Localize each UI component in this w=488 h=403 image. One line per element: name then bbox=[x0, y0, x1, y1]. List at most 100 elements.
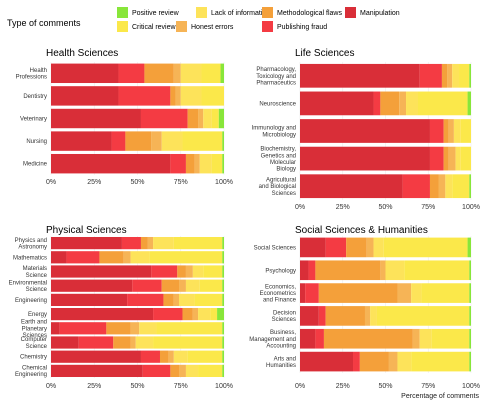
bar-segment-manip bbox=[300, 174, 403, 199]
bar-segment-honest bbox=[173, 63, 181, 84]
bar-row bbox=[300, 237, 471, 258]
bar-row bbox=[51, 265, 224, 278]
category-label: Immunology and Microbiology bbox=[252, 126, 296, 139]
bar-segment-critical bbox=[201, 63, 221, 84]
bar-segment-honest bbox=[179, 364, 186, 378]
bar-row bbox=[51, 279, 224, 292]
category-label: Dentistry bbox=[23, 94, 47, 100]
bar-segment-lack bbox=[385, 260, 405, 281]
bar-segment-method bbox=[106, 322, 131, 335]
x-tick-label: 50% bbox=[378, 204, 392, 211]
bar-segment-method bbox=[359, 351, 389, 372]
bar-segment-honest bbox=[192, 307, 199, 321]
bar-segment-manip bbox=[51, 336, 79, 349]
panel-social-sciences-humanities: Social Sciences & Humanities Percentage … bbox=[249, 225, 480, 400]
category-label: Psychology bbox=[265, 268, 296, 274]
bar-segment-positive bbox=[469, 306, 471, 326]
legend-item-critical: Critical review bbox=[117, 21, 177, 32]
bar-segment-honest bbox=[151, 131, 162, 151]
category-label: Neuroscience bbox=[259, 101, 296, 107]
x-tick-label: 25% bbox=[87, 383, 101, 390]
category-label: Business, Management and Accounting bbox=[249, 330, 296, 349]
legend-item-lack: Lack of information bbox=[196, 7, 270, 18]
bar-segment-manip bbox=[51, 364, 143, 378]
legend-label: Lack of information bbox=[211, 10, 270, 17]
bar-segment-fraud bbox=[373, 91, 381, 116]
bar-segment-method bbox=[170, 364, 180, 378]
bar-segment-positive bbox=[222, 336, 224, 349]
bar-segment-method bbox=[443, 119, 449, 143]
bar-segment-positive bbox=[222, 364, 224, 378]
legend-label: Positive review bbox=[132, 10, 180, 17]
category-label: Computer Science bbox=[21, 337, 48, 350]
category-label: Pharmacology, Toxicology and Pharmaceutics bbox=[256, 67, 296, 86]
bar-segment-honest bbox=[388, 351, 398, 372]
bar-segment-manip bbox=[51, 279, 133, 292]
bar-segment-honest bbox=[412, 328, 420, 349]
bar-segment-method bbox=[443, 146, 449, 171]
bar-segment-lack bbox=[180, 86, 202, 106]
bar-segment-critical bbox=[153, 336, 223, 349]
bar-segment-method bbox=[429, 174, 439, 199]
legend-label: Honest errors bbox=[191, 24, 234, 31]
bar-segment-honest bbox=[448, 146, 456, 171]
bar-row bbox=[51, 63, 224, 84]
legend-title: Type of comments bbox=[7, 18, 81, 28]
bar-segment-manip bbox=[51, 251, 67, 264]
legend-item-positive: Positive review bbox=[117, 7, 180, 18]
bar-segment-positive bbox=[469, 260, 471, 281]
legend-label: Methodological flaws bbox=[277, 10, 342, 17]
bar-segment-positive bbox=[220, 63, 224, 84]
bar-segment-honest bbox=[123, 251, 131, 264]
category-label: Environmental Science bbox=[9, 280, 48, 293]
bar-segment-critical bbox=[411, 351, 470, 372]
bar-segment-fraud bbox=[142, 364, 171, 378]
bar-segment-positive bbox=[222, 322, 224, 335]
bar-segment-manip bbox=[300, 306, 319, 326]
bar-segment-method bbox=[380, 91, 400, 116]
bar-segment-positive bbox=[467, 91, 471, 116]
bar-segment-fraud bbox=[59, 322, 107, 335]
legend-item-manip: Manipulation bbox=[345, 7, 400, 18]
bar-segment-critical bbox=[211, 108, 219, 129]
category-label: Economics, Econometrics and Finance bbox=[260, 284, 297, 303]
bar-row bbox=[300, 146, 471, 171]
legend-label: Publishing fraud bbox=[277, 24, 327, 31]
x-tick-label: 75% bbox=[174, 383, 188, 390]
bar-segment-critical bbox=[460, 119, 471, 143]
bar-row bbox=[300, 174, 471, 199]
legend-item-method: Methodological flaws bbox=[262, 7, 342, 18]
bar-segment-critical bbox=[404, 260, 470, 281]
bar-segment-lack bbox=[192, 265, 204, 278]
bar-segment-honest bbox=[194, 153, 200, 174]
bar-segment-lack bbox=[452, 63, 460, 88]
bar-segment-lack bbox=[153, 236, 174, 250]
bar-segment-critical bbox=[376, 306, 470, 326]
bar-segment-fraud bbox=[132, 279, 162, 292]
bar-segment-fraud bbox=[118, 63, 145, 84]
bar-segment-manip bbox=[51, 86, 119, 106]
bar-row bbox=[51, 86, 224, 106]
bar-segment-fraud bbox=[111, 131, 126, 151]
bar-segment-honest bbox=[173, 293, 180, 307]
bar-segment-method bbox=[185, 153, 195, 174]
bar-segment-critical bbox=[383, 237, 468, 258]
bar-segment-manip bbox=[300, 283, 306, 303]
bar-row bbox=[300, 119, 471, 143]
bar-row bbox=[51, 350, 224, 363]
category-label: Engineering bbox=[15, 298, 47, 304]
bar-row bbox=[300, 351, 471, 372]
legend-label: Critical review bbox=[132, 24, 177, 31]
bar-segment-fraud bbox=[153, 307, 183, 321]
bar-segment-positive bbox=[222, 293, 224, 307]
bar-segment-positive bbox=[469, 283, 471, 303]
bar-segment-lack bbox=[370, 306, 377, 326]
x-tick-label: 100% bbox=[462, 204, 480, 211]
bar-segment-lack bbox=[406, 91, 418, 116]
bar-segment-fraud bbox=[308, 260, 316, 281]
x-tick-label: 75% bbox=[174, 179, 188, 186]
bar-segment-honest bbox=[168, 350, 174, 363]
x-tick-label: 25% bbox=[87, 179, 101, 186]
category-label: Materials Science bbox=[23, 266, 48, 279]
